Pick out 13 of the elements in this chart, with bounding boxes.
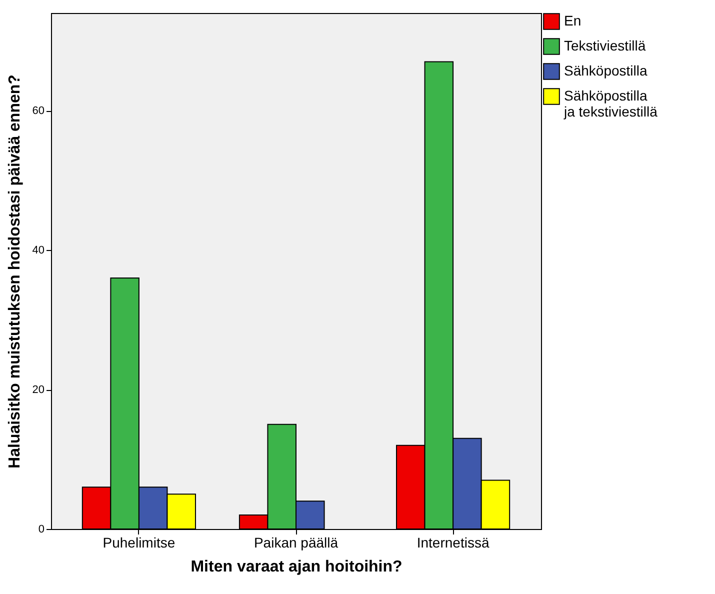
y-tick-label: 20: [32, 384, 44, 396]
x-tick-label: Paikan päällä: [254, 534, 338, 550]
y-tick-label: 60: [32, 105, 44, 118]
x-tick-label: Puhelimitse: [102, 534, 176, 550]
legend-label: En: [564, 12, 582, 28]
y-axis-title: Haluaisitko muistutuksen hoidostasi päivää ennen?: [6, 74, 24, 468]
legend-label: Sähköpostilla: [564, 62, 648, 78]
x-axis-title: Miten varaat ajan hoitoihin?: [190, 558, 402, 576]
legend-label: Tekstiviestillä: [564, 38, 646, 54]
y-tick-label: 0: [38, 524, 44, 536]
y-tick-label: 40: [32, 244, 44, 257]
x-tick-label: Internetissä: [416, 534, 490, 550]
legend-label: Sähköpostilla ja tekstiviestillä: [563, 88, 658, 120]
